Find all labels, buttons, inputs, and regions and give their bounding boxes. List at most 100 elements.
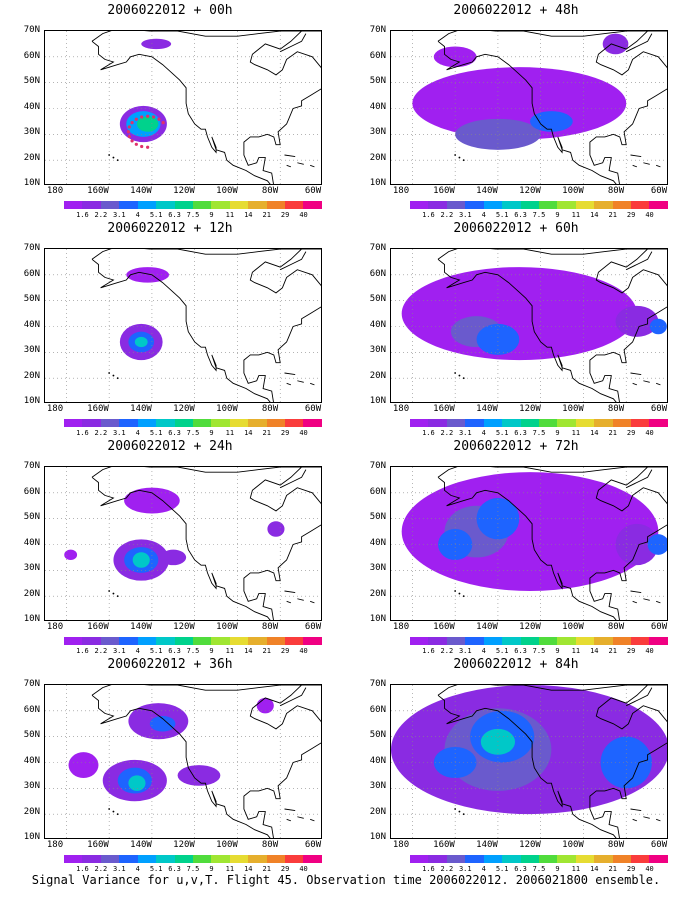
- color-legend-swatch: [410, 637, 429, 645]
- island-outline: [632, 600, 638, 604]
- island-outline: [656, 164, 661, 168]
- lat-tick-label: 60N: [369, 704, 386, 715]
- lon-tick-label: 140W: [476, 622, 498, 632]
- lat-tick-label: 40N: [23, 101, 40, 112]
- color-legend-swatch: [303, 201, 322, 209]
- coastline: [295, 31, 321, 32]
- observation-point: [146, 145, 150, 149]
- color-legend-label: 11: [571, 211, 581, 219]
- color-legend-labels: 1.6 2.2 3.1 4 5.1 6.3 7.5 9 11 14 21 29 40: [64, 429, 322, 438]
- color-legend-swatch: [156, 201, 175, 209]
- color-legend-bar: [64, 855, 322, 863]
- color-legend-label: 29: [280, 865, 290, 873]
- color-legend-labels: 1.6 2.2 3.1 4 5.1 6.3 7.5 9 11 14 21 29 40: [410, 211, 668, 220]
- island-outline: [643, 162, 650, 165]
- color-legend-swatch: [137, 419, 157, 427]
- color-legend-swatch: [557, 419, 576, 427]
- color-legend-label: 21: [262, 865, 271, 873]
- lon-tick-label: 140W: [130, 840, 152, 850]
- color-legend-label: 6.3: [168, 865, 181, 873]
- lon-tick-label: 60W: [650, 186, 668, 196]
- coastline: [280, 469, 307, 489]
- lat-tick-label: 20N: [369, 806, 386, 817]
- lat-tick-label: 70N: [369, 679, 386, 689]
- color-legend-label: 6.3: [514, 647, 527, 655]
- island-outline: [286, 818, 292, 822]
- variance-contour-region: [134, 336, 148, 348]
- map-panel: 2006022012 + 48h 70N 60N 50N 40N 30N 20N 10N 180…: [356, 0, 676, 219]
- variance-contour-region: [128, 775, 146, 791]
- lat-tick-label: 10N: [23, 178, 40, 188]
- lon-tick-label: 100W: [562, 186, 584, 196]
- island-outline: [454, 372, 457, 374]
- color-legend-swatch: [612, 855, 632, 863]
- island-outline: [643, 816, 650, 819]
- lon-tick-label: 140W: [130, 622, 152, 632]
- map-plot-area: [44, 466, 322, 621]
- color-legend-swatch: [575, 201, 595, 209]
- color-legend-swatch: [192, 855, 212, 863]
- color-legend-swatch: [428, 855, 447, 863]
- lon-tick-label: 160W: [433, 622, 455, 632]
- color-legend-labels: 1.6 2.2 3.1 4 5.1 6.3 7.5 9 11 14 21 29 40: [410, 429, 668, 438]
- color-legend-label: 3.1: [458, 647, 472, 655]
- color-legend-swatch: [502, 855, 521, 863]
- variance-contour-region: [68, 752, 99, 778]
- color-legend-label: 1.6: [76, 865, 89, 873]
- color-legend-swatch: [575, 419, 595, 427]
- map-plot-area: [390, 466, 668, 621]
- color-legend-label: 3.1: [112, 429, 126, 437]
- lat-tick-label: 10N: [23, 832, 40, 842]
- coastline: [641, 685, 667, 686]
- lat-tick-label: 10N: [369, 614, 386, 624]
- color-legend-label: 1.6: [422, 429, 435, 437]
- map-plot-area: [390, 248, 668, 403]
- color-legend-bar: [410, 419, 668, 427]
- variance-contour-region: [136, 116, 159, 132]
- color-legend-swatch: [649, 419, 668, 427]
- color-legend-swatch: [137, 637, 157, 645]
- color-legend-swatch: [520, 419, 539, 427]
- color-legend-label: 14: [244, 865, 253, 873]
- color-legend-label: 1.6: [422, 211, 435, 219]
- lon-tick-label: 180: [392, 186, 410, 196]
- color-legend-label: 2.2: [94, 211, 108, 219]
- color-legend-swatch: [64, 637, 83, 645]
- lat-tick-label: 70N: [23, 461, 40, 471]
- lon-tick-label: 140W: [476, 840, 498, 850]
- variance-map: [391, 249, 667, 402]
- color-legend-label: 5.1: [149, 647, 163, 655]
- island-outline: [108, 154, 111, 156]
- color-legend-swatch: [174, 637, 193, 645]
- color-legend-swatch: [211, 855, 230, 863]
- coastline: [295, 249, 321, 250]
- color-legend-bar: [64, 201, 322, 209]
- color-legend-label: 7.5: [186, 647, 200, 655]
- observation-point: [151, 115, 156, 119]
- color-legend-swatch: [82, 201, 101, 209]
- variance-contour-region: [160, 549, 187, 566]
- color-legend-label: 11: [571, 647, 581, 655]
- color-legend-swatch: [211, 637, 230, 645]
- color-legend-swatch: [465, 855, 484, 863]
- coastline: [641, 249, 667, 250]
- island-outline: [310, 382, 315, 386]
- color-legend-label: 21: [608, 647, 617, 655]
- variance-contour-region: [149, 716, 176, 732]
- color-legend-swatch: [303, 419, 322, 427]
- color-legend-label: 5.1: [495, 429, 509, 437]
- lon-tick-label: 160W: [433, 840, 455, 850]
- color-legend-swatch: [229, 855, 249, 863]
- coastline: [91, 249, 321, 402]
- observation-point: [127, 134, 131, 139]
- lat-tick-label: 30N: [369, 781, 386, 791]
- coastline: [641, 31, 667, 32]
- lat-tick-label: 50N: [369, 76, 386, 86]
- color-legend-label: 21: [262, 429, 271, 437]
- color-legend-label: 4: [135, 211, 140, 219]
- variance-contour-region: [401, 472, 659, 591]
- color-legend-swatch: [174, 201, 193, 209]
- lon-tick-label: 160W: [433, 186, 455, 196]
- panel-title: 2006022012 + 24h: [107, 439, 233, 454]
- color-legend-label: 9: [555, 429, 560, 437]
